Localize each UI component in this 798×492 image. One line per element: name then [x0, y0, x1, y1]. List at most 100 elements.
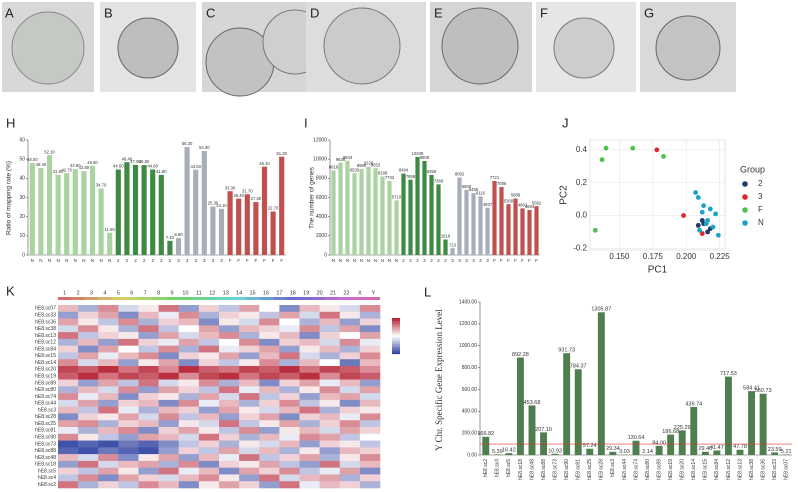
x-tick-label: N: [56, 258, 59, 263]
row-label: hE8.sc44: [35, 401, 56, 407]
point: [661, 154, 666, 159]
bar: [534, 206, 539, 255]
chromosome-band: [84, 297, 99, 300]
y-tick-label: 0.0: [576, 211, 588, 220]
row-label: hE8.sc15: [35, 353, 56, 359]
heat-cell: [259, 318, 280, 326]
color-key: [392, 346, 400, 349]
heat-cell: [319, 454, 341, 462]
row-label: hE8.sc80: [35, 387, 56, 393]
x-tick-label: hE8.sc33: [772, 459, 778, 480]
value-label: 22.70: [268, 206, 279, 211]
heat-cell: [178, 406, 200, 414]
bar: [373, 168, 378, 255]
heat-cell: [158, 454, 180, 462]
heat-cell: [359, 481, 381, 489]
chromosome-band: [98, 297, 112, 300]
color-key: [392, 343, 400, 345]
y-axis-label: PC2: [559, 185, 570, 205]
heat-cell: [279, 311, 300, 319]
y-tick-label: 40: [19, 176, 25, 182]
heat-cell: [178, 433, 200, 441]
heat-cell: [78, 454, 99, 462]
point: [710, 224, 716, 230]
heat-cell: [319, 359, 341, 367]
value-label: 439.74: [685, 401, 702, 407]
x-tick-label: 3: [177, 258, 180, 263]
heat-cell: [118, 467, 139, 475]
point: [699, 231, 705, 236]
heat-cell: [98, 305, 119, 313]
value-label: 5092: [532, 200, 542, 205]
x-tick-label: 2: [437, 258, 440, 263]
chromosome-band: [219, 297, 233, 300]
heat-cell: [219, 467, 240, 475]
bar: [724, 376, 732, 455]
value-label: 46.90: [139, 159, 150, 164]
heat-cell: [78, 399, 99, 407]
value-label: 41.80: [156, 169, 167, 174]
heat-cell: [138, 447, 159, 455]
heat-cell: [58, 406, 79, 414]
y-tick-label: 6000: [316, 195, 327, 201]
bar: [115, 169, 121, 255]
value-label: 7.40: [166, 235, 175, 240]
heat-cell: [339, 406, 361, 414]
column-label: 2: [77, 290, 80, 296]
x-tick-label: F: [229, 258, 232, 263]
heat-cell: [259, 399, 280, 407]
value-label: 47.00: [130, 159, 141, 164]
heat-cell: [279, 325, 300, 333]
x-tick-label: N: [367, 258, 370, 263]
heat-cell: [58, 311, 79, 319]
heat-cell: [319, 372, 341, 380]
chromosome-band: [58, 297, 72, 300]
value-label: 29.46: [698, 446, 712, 452]
heat-cell: [158, 427, 180, 435]
x-tick-label: hE8.sc13: [737, 459, 743, 480]
x-tick-label: 0.150: [609, 252, 630, 261]
heat-cell: [239, 318, 260, 326]
chromosome-band: [192, 297, 206, 300]
heat-cell: [58, 447, 79, 455]
column-label: 4: [103, 290, 106, 296]
heat-cell: [299, 379, 320, 387]
heat-cell: [219, 372, 240, 380]
heat-cell: [138, 454, 159, 462]
column-label: 22: [343, 290, 349, 296]
bar: [279, 156, 285, 255]
bar: [387, 180, 392, 255]
heat-cell: [138, 345, 159, 353]
value-label: 9843: [343, 155, 353, 160]
heat-cell: [98, 420, 119, 428]
row-label: hE8.sc36: [35, 319, 56, 325]
x-tick-label: hE8.sc73: [552, 459, 558, 480]
value-label: 25.30: [208, 201, 219, 206]
heat-cell: [359, 393, 381, 401]
heat-cell: [359, 454, 381, 462]
y-tick-label: 8000: [316, 176, 327, 182]
heat-cell: [239, 393, 260, 401]
heat-cell: [58, 386, 79, 394]
x-tick-label: 3: [451, 258, 454, 263]
value-label: 4937: [483, 202, 493, 207]
value-label: 31.70: [242, 188, 253, 193]
x-tick-label: hE8.sc88: [541, 459, 547, 480]
point: [603, 145, 609, 151]
heat-cell: [158, 447, 180, 455]
color-key: [392, 344, 400, 346]
panel-label: D: [310, 5, 319, 20]
x-tick-label: 2: [169, 258, 172, 263]
chromosome-band: [165, 297, 179, 300]
heat-cell: [78, 447, 99, 455]
heat-cell: [299, 372, 320, 380]
point: [693, 190, 698, 195]
heat-cell: [98, 481, 119, 489]
heat-cell: [98, 338, 119, 346]
heat-cell: [158, 359, 180, 367]
value-label: 7859: [406, 174, 416, 179]
heat-cell: [319, 427, 341, 435]
heat-cell: [138, 481, 159, 489]
bar: [98, 188, 104, 255]
legend-swatch: [742, 220, 748, 226]
